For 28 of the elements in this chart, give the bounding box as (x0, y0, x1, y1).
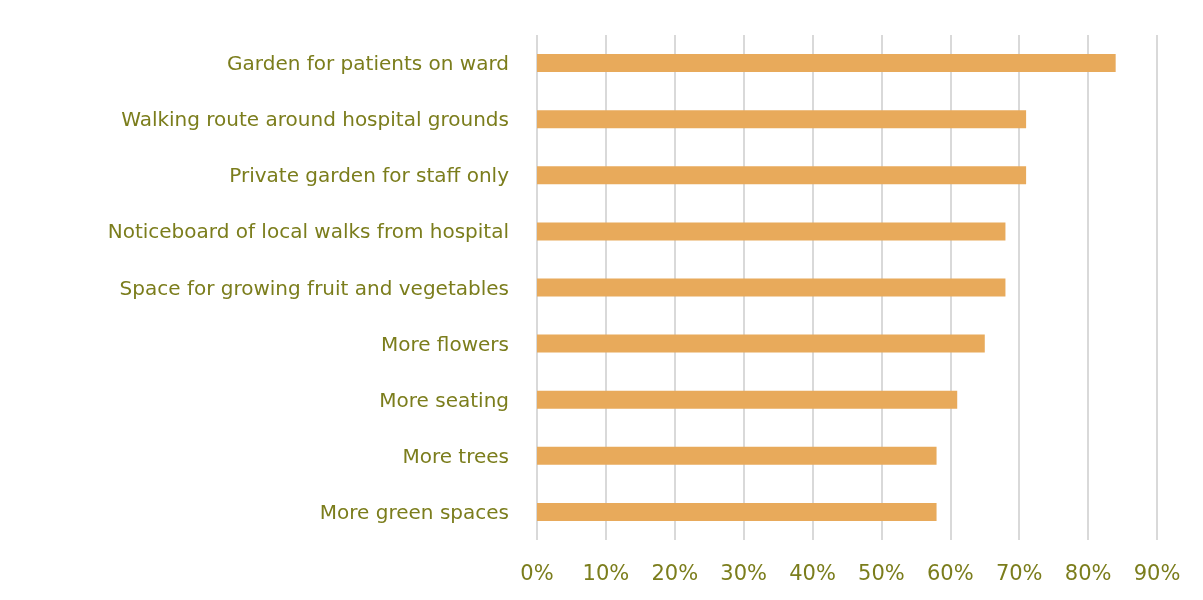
y-tick-label: Space for growing fruit and vegetables (119, 275, 509, 300)
x-tick-label: 80% (1064, 560, 1112, 585)
y-tick-label: More seating (379, 387, 509, 412)
bar (537, 222, 1006, 241)
bar (537, 390, 958, 409)
bar (537, 502, 937, 521)
x-tick-label: 0% (520, 560, 554, 585)
bar (537, 110, 1027, 129)
bar (537, 334, 985, 353)
x-tick-label: 90% (1133, 560, 1181, 585)
x-tick-label: 60% (926, 560, 974, 585)
y-tick-label: More flowers (380, 331, 509, 356)
x-tick-label: 10% (582, 560, 630, 585)
x-tick-label: 70% (995, 560, 1043, 585)
x-tick-label: 30% (720, 560, 768, 585)
y-tick-label: Private garden for staff only (229, 163, 510, 188)
x-tick-label: 50% (858, 560, 905, 585)
y-tick-label: More green spaces (319, 499, 509, 524)
bar (537, 446, 937, 465)
bar (537, 166, 1027, 185)
y-tick-label: Noticeboard of local walks from hospital (107, 219, 509, 244)
y-tick-label: Garden for patients on ward (227, 51, 509, 76)
x-tick-label: 40% (789, 560, 836, 585)
bar (537, 278, 1006, 297)
y-tick-label: Walking route around hospital grounds (121, 107, 509, 132)
bar (537, 54, 1116, 73)
x-tick-label: 20% (651, 560, 699, 585)
y-tick-label: More trees (402, 443, 509, 468)
